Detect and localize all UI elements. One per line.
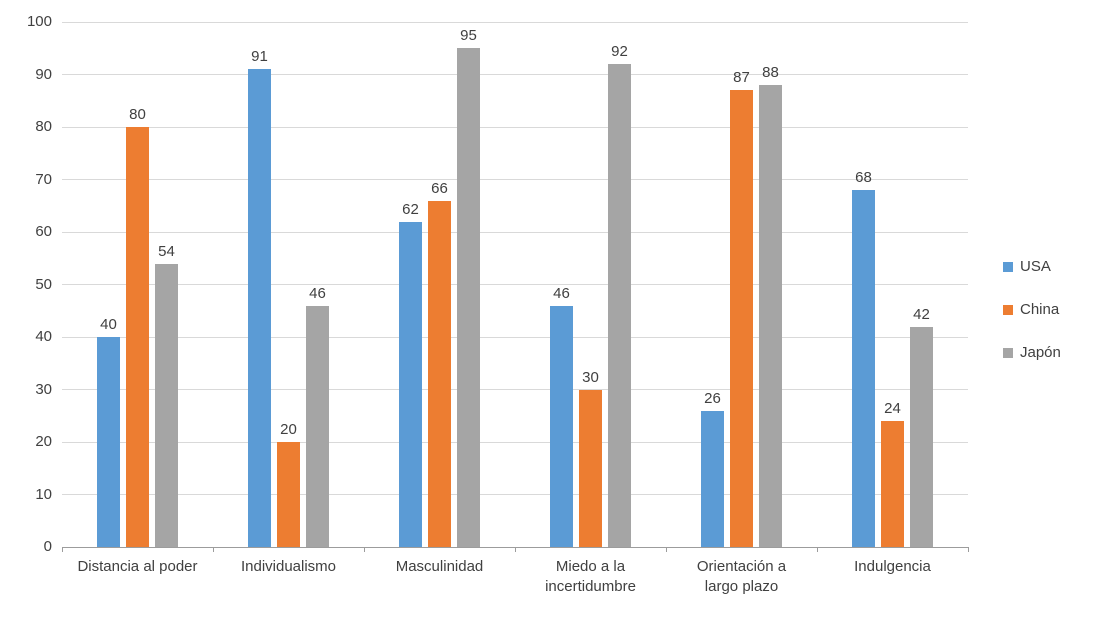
data-label: 30	[582, 368, 599, 386]
bar-japón-3	[457, 48, 480, 547]
data-label: 87	[733, 69, 750, 87]
data-label: 68	[855, 169, 872, 186]
gridline	[62, 389, 968, 390]
gridline	[62, 494, 968, 495]
gridline	[62, 231, 968, 233]
gridline	[62, 21, 968, 23]
bar-japón-1	[155, 263, 178, 547]
data-label: 46	[309, 284, 326, 302]
legend-label: USA	[1020, 258, 1051, 275]
x-category-label: Distancia al poder	[77, 558, 198, 575]
bar-usa-5	[701, 410, 724, 547]
data-label: 20	[280, 421, 297, 438]
bar-china-4	[579, 389, 602, 547]
data-label: 40	[100, 316, 117, 333]
x-axis-tick	[213, 547, 214, 552]
y-tick-label: 60	[35, 223, 52, 240]
data-label: 42	[913, 305, 930, 323]
x-axis-tick	[817, 547, 818, 552]
gridline	[62, 441, 968, 443]
legend-item-japón: Japón	[1003, 344, 1061, 362]
data-label: 92	[611, 43, 628, 60]
y-tick-label: 80	[35, 118, 52, 135]
bar-japón-5	[759, 85, 782, 547]
legend: USA China Japón	[1003, 258, 1061, 387]
legend-swatch	[1003, 305, 1013, 315]
legend-label: China	[1020, 301, 1060, 318]
data-label: 91	[251, 48, 268, 66]
data-label: 26	[704, 389, 721, 407]
data-label: 46	[553, 284, 570, 302]
y-tick-label: 0	[43, 538, 52, 555]
y-tick-label: 40	[35, 328, 52, 345]
bar-china-6	[881, 421, 904, 547]
data-label: 66	[431, 179, 448, 197]
x-category-label: Indulgencia	[854, 558, 931, 575]
gridline	[62, 179, 968, 180]
bar-usa-2	[248, 69, 271, 547]
bar-china-2	[277, 442, 300, 547]
y-tick-label: 90	[35, 65, 52, 83]
x-axis-tick	[968, 547, 969, 552]
x-category-label: Individualismo	[240, 558, 337, 575]
data-label: 62	[402, 200, 419, 218]
gridline	[62, 336, 968, 338]
x-category-label: Orientación a largo plazo	[696, 558, 787, 595]
bar-usa-1	[97, 337, 120, 547]
y-tick-label: 100	[26, 13, 52, 30]
gridline	[62, 284, 968, 285]
legend-item-china: China	[1003, 301, 1061, 319]
y-tick-label: 10	[35, 485, 52, 503]
data-label: 24	[884, 400, 901, 417]
bar-usa-4	[550, 305, 573, 547]
x-category-label: Miedo a la incertidumbre	[545, 558, 636, 595]
y-tick-label: 70	[35, 170, 52, 188]
gridline	[62, 126, 968, 128]
x-category-label: Masculinidad	[395, 558, 484, 575]
data-label: 54	[158, 242, 175, 260]
gridline	[62, 74, 968, 75]
bar-china-1	[126, 127, 149, 547]
data-label: 80	[129, 106, 146, 123]
x-axis-tick	[62, 547, 63, 552]
y-tick-label: 30	[35, 380, 52, 398]
bar-china-3	[428, 200, 451, 547]
bar-usa-6	[852, 190, 875, 547]
x-axis-tick	[364, 547, 365, 552]
legend-item-usa: USA	[1003, 258, 1061, 276]
legend-swatch	[1003, 348, 1013, 358]
bar-japón-4	[608, 64, 631, 547]
bar-china-5	[730, 90, 753, 547]
x-axis-tick	[515, 547, 516, 552]
y-tick-label: 20	[35, 433, 52, 450]
data-label: 88	[762, 64, 779, 81]
legend-label: Japón	[1020, 344, 1061, 361]
data-label: 95	[460, 27, 477, 45]
bar-usa-3	[399, 221, 422, 547]
bar-japón-6	[910, 326, 933, 547]
x-axis-tick	[666, 547, 667, 552]
y-tick-label: 50	[35, 275, 52, 293]
bar-japón-2	[306, 305, 329, 547]
legend-swatch	[1003, 262, 1013, 272]
